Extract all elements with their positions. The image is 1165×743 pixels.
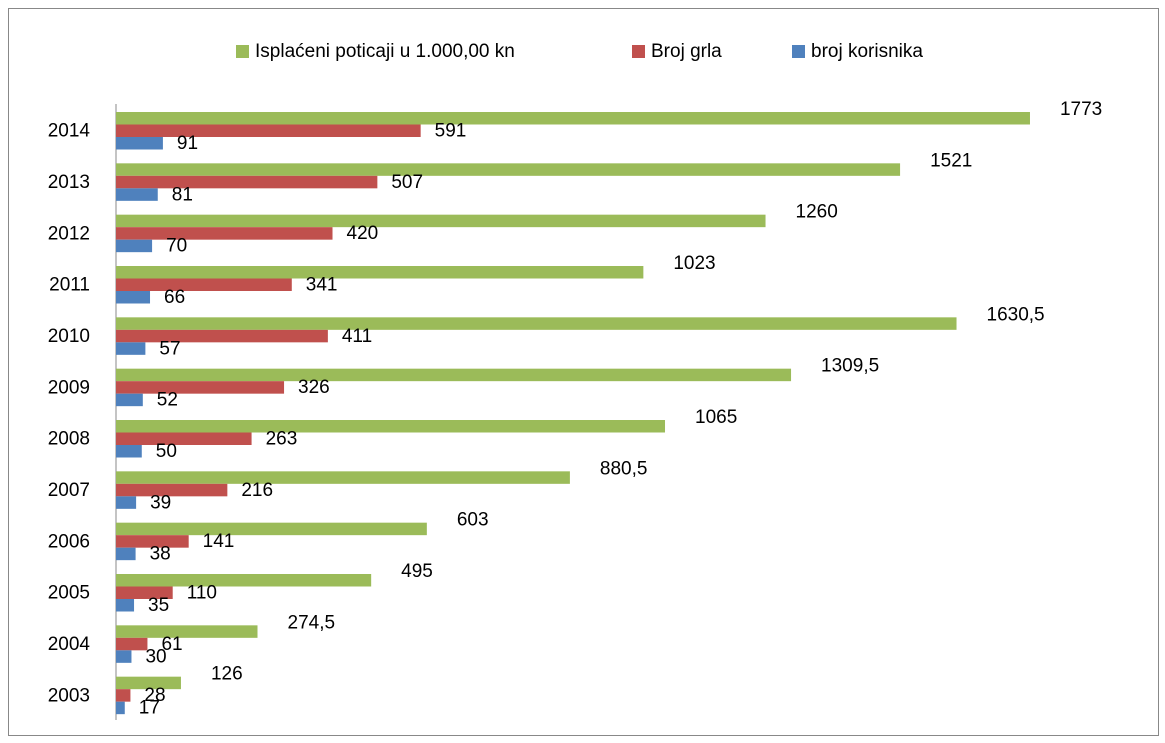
data-label: 216 <box>241 480 273 501</box>
data-label: 28 <box>144 685 165 706</box>
bar <box>116 522 427 536</box>
bar <box>116 163 901 176</box>
data-label: 110 <box>187 583 217 604</box>
data-label: 326 <box>298 377 330 398</box>
bar <box>116 574 372 587</box>
bar <box>116 291 151 304</box>
bar <box>116 214 766 228</box>
data-label: 126 <box>211 664 243 685</box>
data-label: 591 <box>435 121 467 142</box>
bar <box>116 329 328 343</box>
y-tick-label: 2003 <box>48 685 90 706</box>
y-tick-label: 2014 <box>48 121 91 142</box>
y-tick-label: 2012 <box>48 223 90 244</box>
bar <box>116 342 146 355</box>
data-label: 91 <box>177 133 198 154</box>
bar <box>116 701 125 715</box>
data-label: 420 <box>347 223 379 244</box>
data-label: 603 <box>457 510 489 531</box>
bar <box>116 445 142 458</box>
data-label: 70 <box>166 236 187 257</box>
bar <box>116 637 148 651</box>
data-label: 35 <box>148 595 169 616</box>
data-label: 141 <box>203 531 235 552</box>
bar <box>116 317 957 330</box>
legend-swatch <box>632 45 645 58</box>
data-label: 57 <box>159 338 180 359</box>
data-label: 1260 <box>796 202 838 223</box>
y-tick-label: 2006 <box>48 531 90 552</box>
data-label: 61 <box>161 634 182 655</box>
data-label: 274,5 <box>288 612 336 633</box>
legend-label: Isplaćeni poticaji u 1.000,00 kn <box>255 41 515 62</box>
y-tick-label: 2008 <box>48 429 90 450</box>
data-label: 52 <box>157 390 178 411</box>
data-label: 1521 <box>930 150 972 171</box>
data-label: 17 <box>139 698 160 719</box>
bar <box>116 112 1030 125</box>
data-label: 411 <box>342 326 372 347</box>
bar <box>116 599 135 612</box>
legend-label: broj korisnika <box>811 41 923 62</box>
y-tick-label: 2007 <box>48 480 90 501</box>
bar <box>116 124 421 137</box>
data-label: 507 <box>391 172 423 193</box>
y-tick-label: 2013 <box>48 172 90 193</box>
bar <box>116 535 189 548</box>
data-label: 1023 <box>673 253 715 274</box>
data-label: 495 <box>401 561 433 582</box>
data-label: 1065 <box>695 407 737 428</box>
y-tick-label: 2009 <box>48 377 90 398</box>
bar <box>116 227 333 240</box>
data-label: 30 <box>145 646 166 667</box>
bar <box>116 547 136 561</box>
legend-swatch <box>236 45 249 58</box>
data-label: 263 <box>266 429 298 450</box>
bar <box>116 420 666 433</box>
bar <box>116 483 228 497</box>
data-label: 66 <box>164 287 185 308</box>
bar <box>116 188 158 201</box>
bar <box>116 650 132 663</box>
bar <box>116 432 252 445</box>
bar <box>116 368 792 382</box>
bar <box>116 689 131 702</box>
data-label: 39 <box>150 492 171 513</box>
legend-swatch <box>792 45 805 58</box>
bar <box>116 586 173 599</box>
y-tick-label: 2005 <box>48 583 90 604</box>
bar <box>116 381 285 394</box>
y-tick-label: 2010 <box>48 326 90 347</box>
data-label: 341 <box>306 275 338 296</box>
bar <box>116 625 258 638</box>
data-label: 1630,5 <box>987 304 1045 325</box>
bar <box>116 676 181 690</box>
bar <box>116 266 644 279</box>
bar <box>116 137 163 150</box>
legend-label: Broj grla <box>651 41 722 62</box>
bar <box>116 393 143 407</box>
bar <box>116 175 378 189</box>
data-label: 1309,5 <box>821 356 879 377</box>
y-tick-label: 2011 <box>49 275 90 296</box>
y-tick-label: 2004 <box>48 634 91 655</box>
bar <box>116 471 570 484</box>
bar <box>116 278 292 291</box>
bar <box>116 496 137 509</box>
data-label: 1773 <box>1060 99 1102 120</box>
data-label: 50 <box>156 441 177 462</box>
data-label: 81 <box>172 184 193 205</box>
data-label: 880,5 <box>600 458 648 479</box>
bar <box>116 239 153 253</box>
data-label: 38 <box>150 544 171 565</box>
